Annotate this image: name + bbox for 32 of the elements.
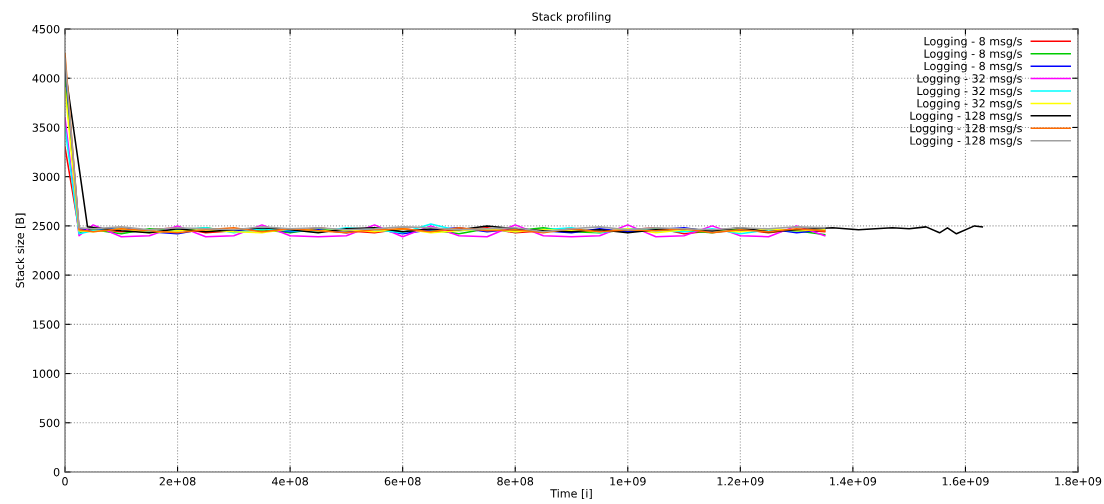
y-tick-label: 3500	[32, 123, 60, 132]
x-tick-label: 4e+08	[271, 477, 309, 486]
y-tick-label: 500	[39, 418, 60, 428]
x-axis-title: Time [i]	[550, 489, 592, 499]
y-tick-label: 4500	[32, 24, 60, 34]
x-tick-label: 0	[62, 477, 68, 486]
y-tick-label: 0	[53, 467, 60, 477]
legend-label: Logging - 8 msg/s	[924, 49, 1022, 60]
x-tick-label: 1.4e+09	[830, 477, 877, 486]
legend-label: Logging - 128 msg/s	[910, 123, 1022, 135]
y-axis-title: Stack size [B]	[15, 213, 26, 288]
chart-title: Stack profiling	[532, 12, 611, 23]
y-tick-label: 4000	[32, 74, 60, 83]
y-tick-label: 1000	[33, 369, 60, 378]
y-tick-label: 2500	[32, 221, 60, 231]
x-tick-label: 1.8e+09	[1055, 477, 1102, 486]
x-tick-label: 1.6e+09	[942, 477, 989, 486]
x-tick-label: 2e+08	[159, 477, 196, 486]
x-tick-label: 1.2e+09	[717, 477, 764, 486]
legend-label: Logging - 128 msg/s	[910, 136, 1022, 147]
legend-label: Logging - 32 msg/s	[917, 98, 1022, 110]
legend-label: Logging - 32 msg/s	[917, 86, 1022, 98]
legend-label: Logging - 8 msg/s	[924, 61, 1022, 73]
legend-label: Logging - 32 msg/s	[917, 74, 1022, 85]
legend-label: Logging - 128 msg/s	[910, 111, 1022, 123]
x-tick-label: 8e+08	[497, 477, 534, 486]
legend-label: Logging - 8 msg/s	[924, 36, 1022, 48]
x-tick-label: 1e+09	[610, 477, 646, 486]
x-tick-label: 6e+08	[384, 477, 421, 486]
y-tick-label: 2000	[32, 271, 60, 280]
y-tick-label: 1500	[33, 320, 60, 329]
y-tick-label: 3000	[32, 172, 60, 182]
